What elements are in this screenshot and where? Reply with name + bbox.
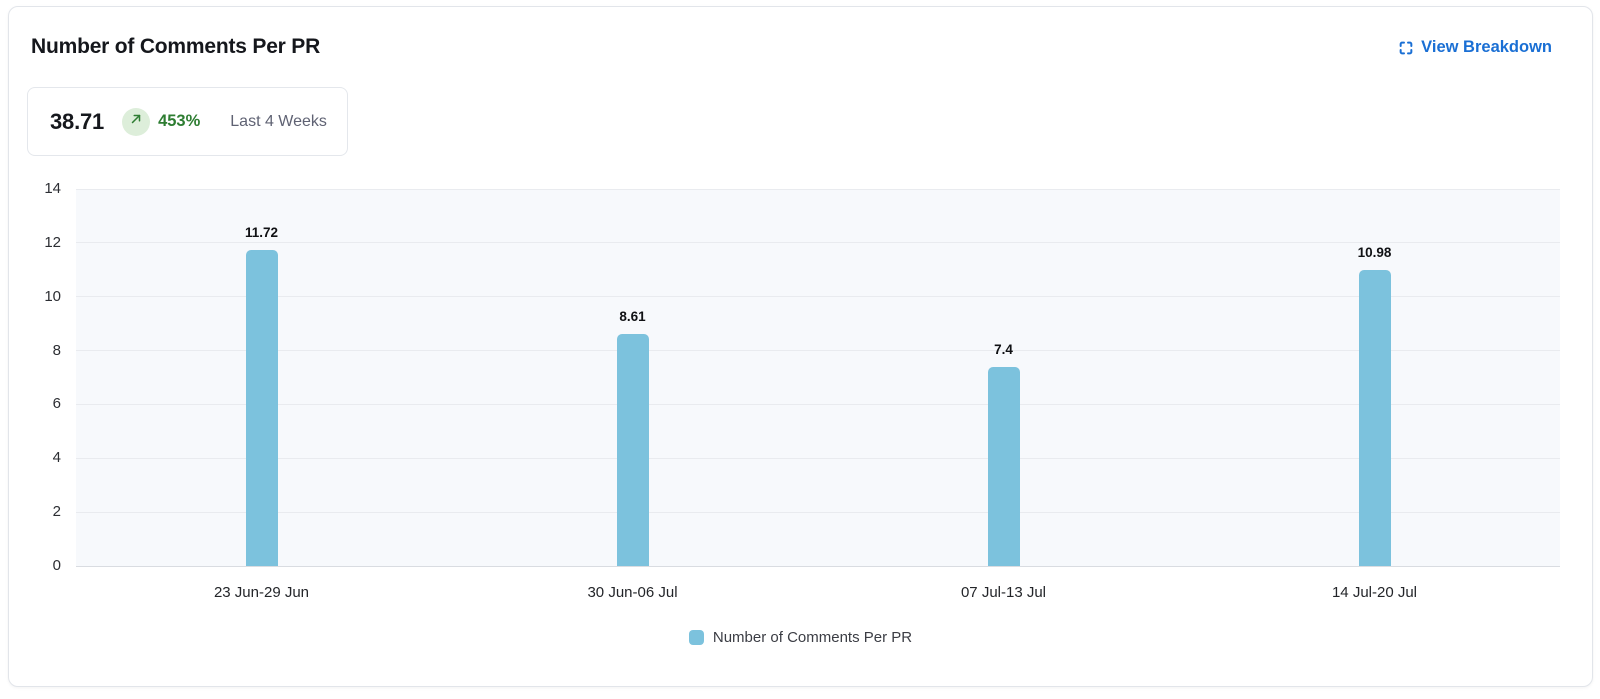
stat-period-label: Last 4 Weeks xyxy=(230,112,327,130)
expand-icon xyxy=(1398,40,1414,56)
y-axis-tick-label: 2 xyxy=(52,503,61,521)
x-axis-line xyxy=(76,565,1560,567)
arrow-up-right-icon xyxy=(129,112,143,131)
y-axis-tick-label: 14 xyxy=(44,180,61,197)
x-axis-tick-label: 07 Jul-13 Jul xyxy=(960,584,1047,601)
x-axis-tick-label: 23 Jun-29 Jun xyxy=(213,584,310,601)
stat-summary-box: 38.71 453% Last 4 Weeks xyxy=(27,87,348,156)
view-breakdown-link[interactable]: View Breakdown xyxy=(1398,38,1552,57)
y-axis-tick-label: 12 xyxy=(44,233,61,251)
view-breakdown-label: View Breakdown xyxy=(1421,38,1552,56)
stat-value: 38.71 xyxy=(50,108,105,134)
bar[interactable] xyxy=(245,250,278,566)
trend-badge xyxy=(122,107,151,136)
bar-value-label: 10.98 xyxy=(1357,245,1392,261)
comments-per-pr-card: Number of Comments Per PR View Breakdown… xyxy=(8,6,1593,687)
y-axis-tick-label: 0 xyxy=(52,557,61,574)
y-axis-tick-label: 10 xyxy=(44,287,61,305)
bar-value-label: 11.72 xyxy=(244,225,279,241)
stat-change-percent: 453% xyxy=(158,112,201,130)
gridline xyxy=(76,403,1560,405)
x-axis-tick-label: 30 Jun-06 Jul xyxy=(587,584,678,601)
plot-area xyxy=(76,189,1560,566)
chart-legend: Number of Comments Per PR xyxy=(9,629,1592,646)
gridline xyxy=(76,457,1560,459)
gridline xyxy=(76,511,1560,513)
y-axis-tick-label: 6 xyxy=(52,395,61,413)
bar[interactable] xyxy=(616,334,649,566)
bar-value-label: 8.61 xyxy=(619,309,646,325)
gridline xyxy=(76,242,1560,244)
legend-label: Number of Comments Per PR xyxy=(712,629,913,646)
page-title: Number of Comments Per PR xyxy=(31,35,321,58)
bar-chart: Number of Comments Per PR 0 2 4 6 8 10 12 14 11.… xyxy=(9,7,1592,686)
gridline xyxy=(76,350,1560,352)
gridline xyxy=(76,296,1560,298)
bar[interactable] xyxy=(1358,270,1391,566)
bar[interactable] xyxy=(987,366,1020,566)
gridline xyxy=(76,188,1560,190)
y-axis-tick-label: 8 xyxy=(52,341,61,359)
legend-color-chip xyxy=(688,630,704,645)
legend-item[interactable]: Number of Comments Per PR xyxy=(688,629,913,646)
bar-value-label: 7.4 xyxy=(994,341,1013,357)
y-axis-tick-label: 4 xyxy=(52,449,61,467)
x-axis-tick-label: 14 Jul-20 Jul xyxy=(1331,584,1418,601)
